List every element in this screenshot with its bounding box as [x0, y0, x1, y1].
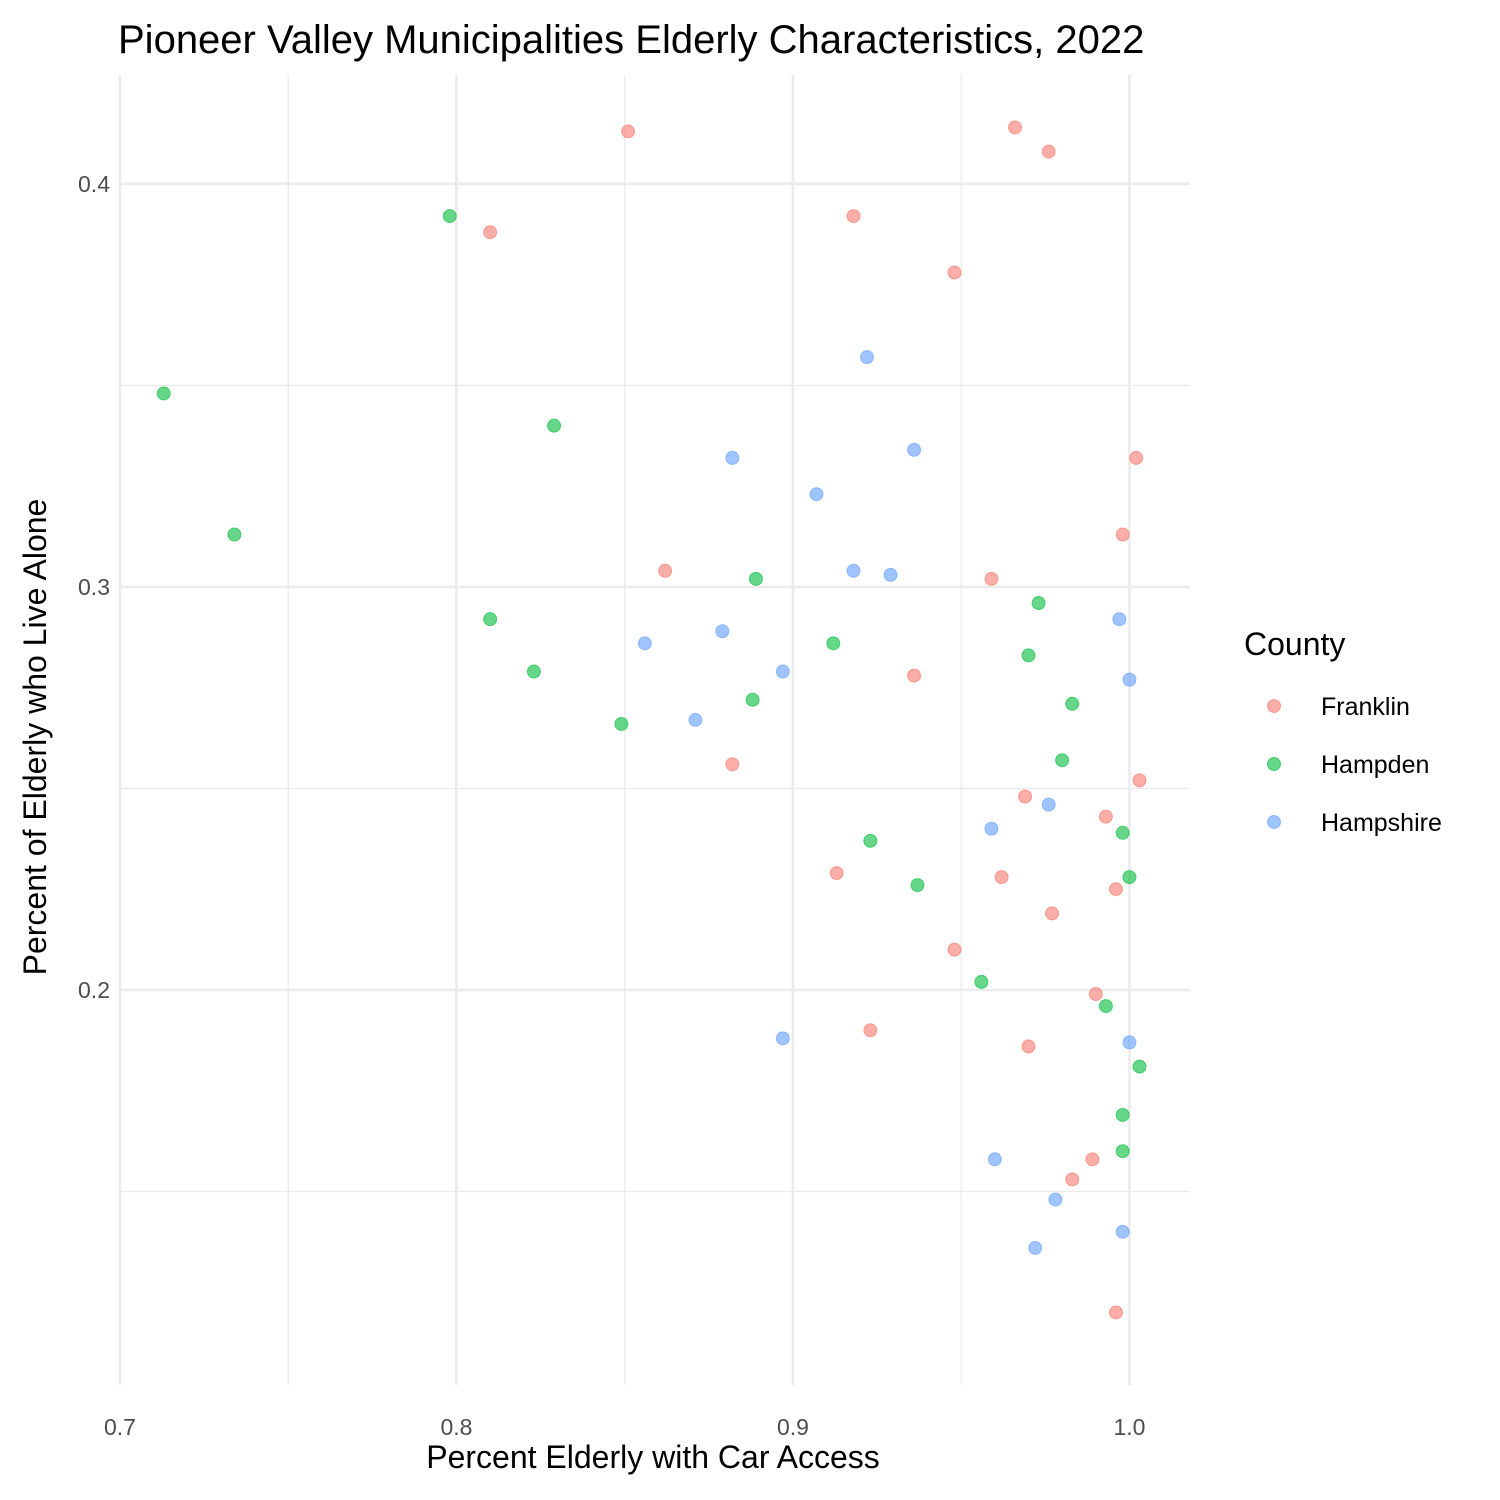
- y-axis-ticks: 0.2 0.3 0.4: [78, 171, 110, 1003]
- x-tick-label: 0.9: [777, 1414, 809, 1440]
- y-tick-label: 0.4: [78, 171, 110, 197]
- point-hampden: [547, 418, 562, 433]
- point-hampshire: [1112, 612, 1127, 627]
- point-hampshire: [1048, 1192, 1063, 1207]
- x-axis-label: Percent Elderly with Car Access: [426, 1439, 880, 1475]
- point-franklin: [1018, 789, 1033, 804]
- point-hampshire: [775, 664, 790, 679]
- point-franklin: [483, 225, 498, 240]
- point-hampshire: [1028, 1240, 1043, 1255]
- point-hampshire: [984, 821, 999, 836]
- x-tick-label: 0.7: [104, 1414, 136, 1440]
- point-franklin: [1098, 809, 1113, 824]
- point-hampden: [442, 209, 457, 224]
- point-franklin: [1021, 1039, 1036, 1054]
- point-hampden: [526, 664, 541, 679]
- point-hampden: [1055, 753, 1070, 768]
- point-hampden: [1031, 596, 1046, 611]
- point-hampshire: [846, 563, 861, 578]
- point-franklin: [1065, 1172, 1080, 1187]
- point-franklin: [1108, 1305, 1123, 1320]
- point-franklin: [1045, 906, 1060, 921]
- point-hampden: [974, 974, 989, 989]
- point-hampden: [1122, 870, 1137, 885]
- point-franklin: [947, 942, 962, 957]
- point-hampshire: [1115, 1224, 1130, 1239]
- point-hampden: [1115, 1107, 1130, 1122]
- legend-key-franklin: [1267, 699, 1281, 713]
- point-hampshire: [775, 1031, 790, 1046]
- point-franklin: [1115, 527, 1130, 542]
- point-hampden: [156, 386, 171, 401]
- point-hampden: [745, 692, 760, 707]
- point-hampshire: [809, 487, 824, 502]
- point-hampshire: [907, 442, 922, 457]
- point-hampshire: [1122, 1035, 1137, 1050]
- y-tick-label: 0.3: [78, 574, 110, 600]
- point-franklin: [1041, 144, 1056, 159]
- point-franklin: [621, 124, 636, 139]
- point-hampshire: [1122, 672, 1137, 687]
- legend: County Franklin Hampden Hampshire: [1244, 626, 1442, 837]
- x-axis-ticks: 0.7 0.8 0.9 1.0: [104, 1414, 1145, 1440]
- point-franklin: [863, 1023, 878, 1038]
- point-hampshire: [688, 712, 703, 727]
- point-franklin: [994, 870, 1009, 885]
- point-franklin: [907, 668, 922, 683]
- point-franklin: [829, 866, 844, 881]
- legend-key-hampshire: [1267, 815, 1281, 829]
- point-franklin: [1108, 882, 1123, 897]
- point-hampshire: [1041, 797, 1056, 812]
- point-hampshire: [987, 1152, 1002, 1167]
- data-points: [156, 120, 1147, 1320]
- point-hampshire: [883, 567, 898, 582]
- legend-title: County: [1244, 626, 1345, 662]
- point-hampden: [614, 716, 629, 731]
- point-hampden: [227, 527, 242, 542]
- point-franklin: [1085, 1152, 1100, 1167]
- chart-title: Pioneer Valley Municipalities Elderly Ch…: [118, 18, 1144, 62]
- point-hampden: [1115, 825, 1130, 840]
- point-hampden: [1115, 1144, 1130, 1159]
- point-hampden: [1132, 1059, 1147, 1074]
- point-franklin: [947, 265, 962, 280]
- x-tick-label: 0.8: [440, 1414, 472, 1440]
- point-franklin: [658, 563, 673, 578]
- legend-label-hampden: Hampden: [1321, 751, 1429, 779]
- minor-gridlines: [120, 75, 1190, 1385]
- point-hampden: [748, 571, 763, 586]
- point-franklin: [846, 209, 861, 224]
- point-hampden: [483, 612, 498, 627]
- y-tick-label: 0.2: [78, 977, 110, 1003]
- major-gridlines: [118, 75, 1190, 1385]
- point-hampshire: [859, 350, 874, 365]
- point-franklin: [1008, 120, 1023, 135]
- point-hampden: [826, 636, 841, 651]
- point-franklin: [1132, 773, 1147, 788]
- point-franklin: [984, 571, 999, 586]
- legend-key-hampden: [1267, 757, 1281, 771]
- point-hampshire: [637, 636, 652, 651]
- point-franklin: [725, 757, 740, 772]
- point-hampden: [910, 878, 925, 893]
- point-franklin: [1088, 987, 1103, 1002]
- point-hampden: [1021, 648, 1036, 663]
- point-hampden: [863, 833, 878, 848]
- point-franklin: [1129, 450, 1144, 465]
- x-tick-label: 1.0: [1113, 1414, 1145, 1440]
- point-hampshire: [725, 450, 740, 465]
- legend-label-franklin: Franklin: [1321, 693, 1410, 721]
- y-axis-label: Percent of Elderly who Live Alone: [17, 499, 53, 976]
- point-hampden: [1065, 696, 1080, 711]
- legend-label-hampshire: Hampshire: [1321, 809, 1442, 837]
- point-hampden: [1098, 999, 1113, 1014]
- point-hampshire: [715, 624, 730, 639]
